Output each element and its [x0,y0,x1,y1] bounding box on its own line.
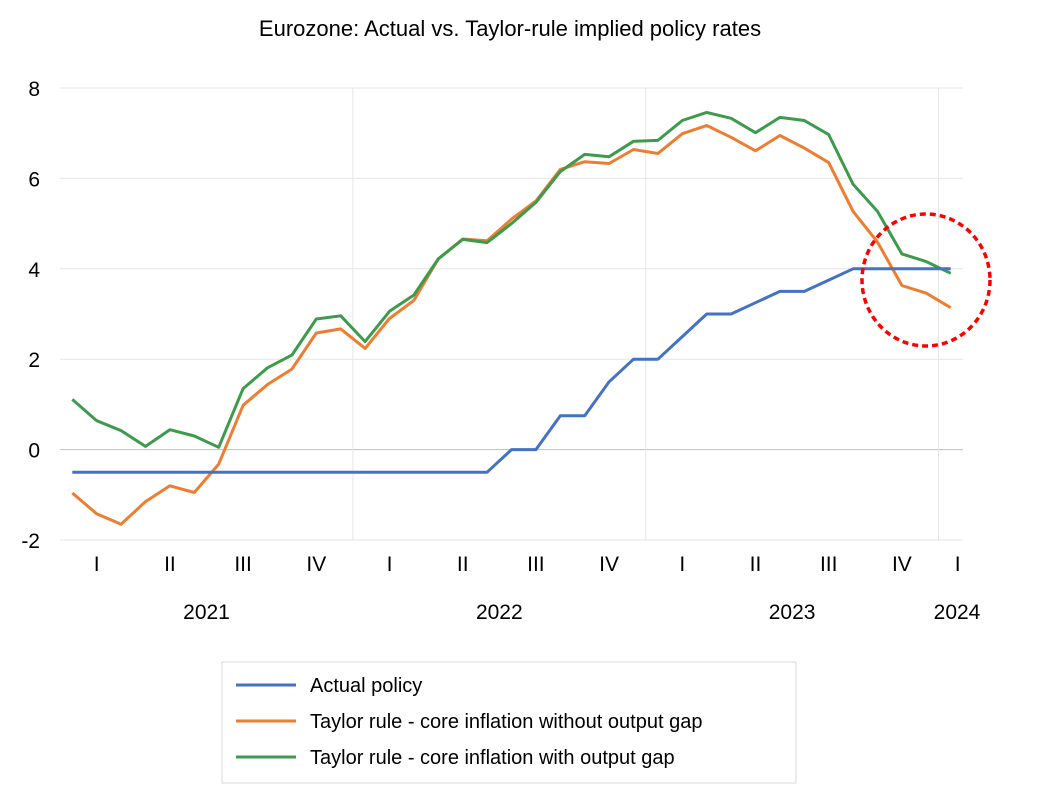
y-tick-label: 6 [28,168,40,191]
legend-box [221,661,797,784]
series-line-3 [71,110,952,449]
x-quarter-label: I [679,553,685,576]
x-year-label: 2024 [934,601,981,624]
x-quarter-label: IV [892,553,912,576]
y-tick-label: -2 [21,530,40,553]
legend-label: Taylor rule - core inflation with output… [310,747,675,769]
x-quarter-label: IV [599,553,619,576]
x-quarter-label: III [234,553,252,576]
legend-label: Taylor rule - core inflation without out… [310,711,702,733]
x-quarter-label: II [750,553,762,576]
highlight-circle-annotation [860,212,992,348]
series-line-2 [71,124,952,526]
x-quarter-label: III [820,553,838,576]
y-tick-label: 8 [28,78,40,101]
y-axis-ticks: -2 0 2 4 6 8 [21,78,40,553]
x-quarter-label: IV [306,553,326,576]
x-quarter-label: III [527,553,545,576]
x-year-label: 2021 [183,601,230,624]
chart-title: Eurozone: Actual vs. Taylor-rule implied… [259,16,761,41]
series-line-1 [72,267,951,474]
x-quarter-label: I [94,553,100,576]
legend: Actual policy Taylor rule - core inflatio… [221,661,797,784]
x-year-label: 2022 [476,601,523,624]
y-tick-label: 4 [28,259,40,282]
y-tick-label: 0 [28,440,40,463]
legend-label: Actual policy [310,675,422,697]
y-tick-label: 2 [28,349,40,372]
x-quarter-label: I [387,553,393,576]
x-quarter-label: II [457,553,469,576]
series-lines [71,110,952,526]
x-quarter-label: II [164,553,176,576]
x-year-label: 2023 [769,601,816,624]
gridlines [60,87,963,541]
x-quarter-label: I [955,553,961,576]
